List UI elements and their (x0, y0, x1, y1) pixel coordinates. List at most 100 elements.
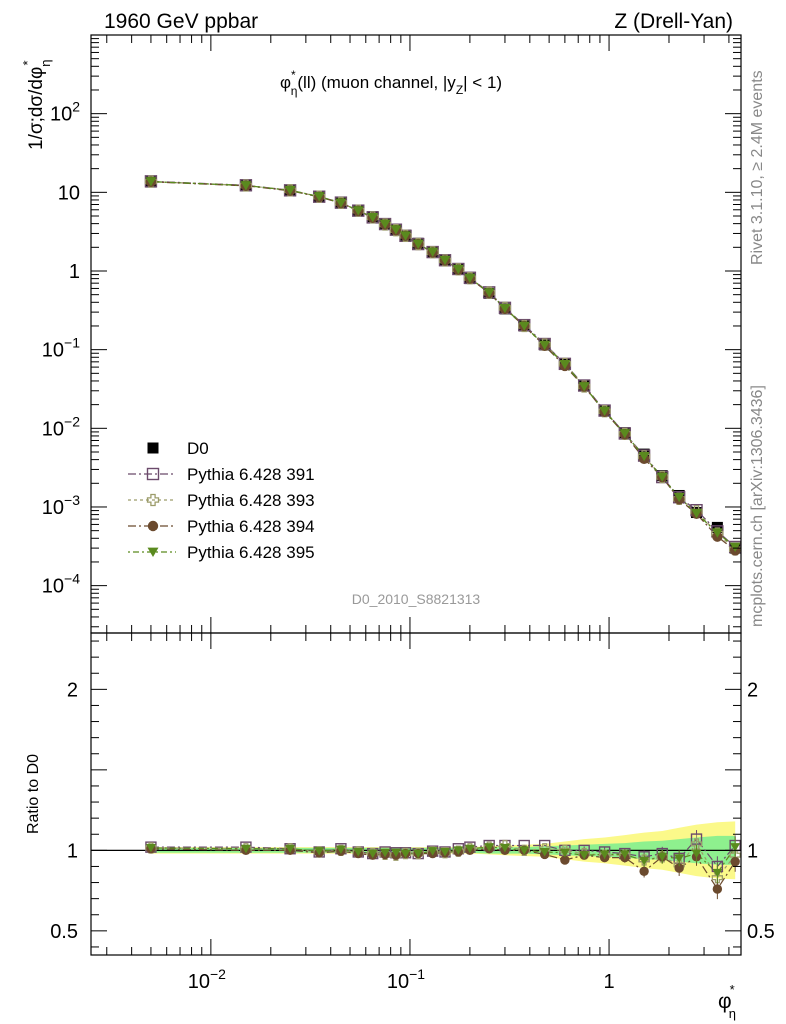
ratio-point-p395 (464, 844, 475, 854)
ratio-point-p395 (440, 847, 451, 857)
x-tick-label: 10−1 (387, 966, 425, 993)
ratio-point-p393 (711, 872, 724, 884)
ratio-point-p395 (674, 854, 685, 863)
point-p395 (390, 225, 402, 235)
legend: D0 Pythia 6.428 391 Pythia 6.428 393 Pythia… (128, 439, 315, 562)
legend-label-p394: Pythia 6.428 394 (187, 517, 315, 536)
point-p395 (499, 303, 511, 314)
legend-marker-p391 (146, 467, 160, 481)
ratio-point-p395 (712, 868, 723, 878)
ratio-point-p395 (691, 849, 702, 859)
ratio-point-p393 (559, 844, 571, 856)
y-tick-label: 2 (67, 679, 78, 701)
point-p395 (691, 508, 703, 519)
ratio-point-p395 (599, 850, 610, 859)
watermark: D0_2010_S8821313 (352, 591, 481, 607)
ratio-point-p395 (579, 851, 590, 860)
point-p395 (439, 255, 451, 266)
y-tick-label-right: 1 (747, 840, 758, 862)
ratio-point-p394 (712, 884, 723, 894)
ratio-point-p395 (484, 843, 495, 852)
point-p395 (559, 359, 571, 370)
rivet-label: Rivet 3.1.10, ≥ 2.4M events (749, 70, 766, 265)
point-p395 (240, 181, 252, 191)
mcplots-label: mcplots.cern.ch [arXiv:1306.3436] (749, 385, 766, 627)
point-p395 (539, 340, 551, 351)
point-p395 (518, 321, 530, 331)
legend-marker-p395 (147, 547, 159, 557)
point-p395 (313, 192, 325, 202)
ratio-point-p394 (730, 856, 740, 867)
ratio-point-p395 (335, 845, 346, 855)
legend-label-p395: Pythia 6.428 395 (187, 543, 315, 562)
y-tick-label: 10−2 (42, 413, 80, 440)
y-tick-label-right: 0.5 (747, 921, 775, 943)
point-p395 (578, 382, 590, 392)
legend-marker-p394 (147, 520, 159, 532)
main-panel: 102 10 1 10−1 10−2 10−3 10−4 φ* η(ll) (muon cha… (20, 34, 742, 634)
ratio-point-p395 (314, 847, 325, 856)
point-p395 (711, 528, 723, 538)
point-p395 (412, 239, 424, 250)
legend-label-p393: Pythia 6.428 393 (187, 491, 315, 510)
ratio-point-p395 (657, 852, 668, 862)
point-p395 (656, 472, 668, 483)
ratio-ylabel: Ratio to D0 (25, 754, 42, 834)
ratio-point-p395 (413, 849, 424, 859)
y-tick-label: 10−1 (42, 335, 80, 362)
point-p395 (483, 288, 495, 298)
point-p395 (464, 273, 476, 284)
y-tick-label: 10−4 (42, 571, 80, 598)
legend-marker-p393 (146, 493, 160, 507)
point-p395 (599, 406, 611, 416)
ratio-line-p395 (150, 846, 736, 874)
point-p395 (335, 198, 347, 208)
ratio-point-p394 (560, 855, 570, 865)
header-left: 1960 GeV ppbar (104, 10, 258, 33)
y-tick-label: 1 (69, 261, 80, 283)
x-tick-label: 10−2 (188, 966, 226, 993)
legend-label-p391: Pythia 6.428 391 (187, 465, 315, 484)
ratio-frame (90, 632, 742, 956)
ratio-point-p395 (539, 847, 550, 857)
x-tick-label: 1 (603, 971, 614, 993)
point-p395 (427, 247, 439, 258)
point-p395 (145, 177, 157, 187)
point-p395 (619, 429, 631, 439)
legend-label-p0: D0 (187, 439, 209, 458)
point-p395 (638, 451, 650, 462)
ratio-point-p395 (240, 844, 251, 854)
ratio-point-p395 (499, 843, 510, 853)
point-p395 (284, 185, 296, 196)
legend-marker-p0 (147, 442, 159, 454)
point-p395 (379, 219, 391, 230)
main-title: φ* η(ll) (muon channel, |yZ| < 1) (280, 68, 502, 98)
ratio-point-p394 (639, 866, 649, 876)
ratio-point-p395 (519, 846, 530, 855)
ratio-point-p394 (674, 863, 684, 873)
point-p395 (352, 206, 364, 216)
point-p395 (673, 492, 685, 503)
point-p395 (729, 542, 741, 552)
y-tick-label-right: 2 (747, 679, 758, 701)
y-tick-label: 0.5 (50, 921, 78, 943)
ratio-point-p395 (285, 844, 296, 854)
ratio-point-p395 (353, 847, 364, 857)
ratio-point-p395 (145, 843, 156, 853)
header-right: Z (Drell-Yan) (614, 10, 733, 33)
ratio-point-p395 (367, 849, 378, 859)
ratio-point-p395 (453, 846, 464, 855)
ratio-point-p395 (619, 850, 630, 859)
ratio-point-p395 (380, 848, 391, 858)
ratio-point-p395 (730, 843, 741, 852)
x-axis-label: φ* η (718, 982, 736, 1021)
ratio-line-p394 (150, 848, 736, 891)
ratio-panel: 10−2 10−1 1 2 2 1 1 0.5 0.5 Ratio to D0 φ* η (25, 632, 775, 1021)
y-tick-label: 10−3 (42, 492, 80, 519)
y-tick-label: 1 (67, 840, 78, 862)
main-ylabel: 1/σ;dσ/dφη* (20, 59, 53, 150)
ratio-point-p395 (639, 856, 650, 866)
point-p395 (400, 231, 412, 241)
ratio-point-p395 (427, 847, 438, 856)
